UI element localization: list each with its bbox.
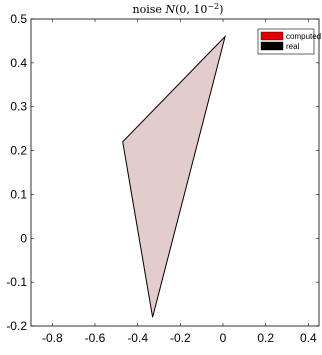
legend-swatch-real xyxy=(260,41,284,51)
y-tick-label: -0.1 xyxy=(6,275,27,289)
x-tick-label: -0.6 xyxy=(85,331,106,345)
axes: -0.8 -0.6 -0.4 -0.2 0 0.2 0.4 -0.2 -0.1 0 0.1 0.2 0.… xyxy=(6,12,320,345)
x-tick-label: -0.2 xyxy=(170,331,191,345)
legend-label-computed: computed xyxy=(286,32,321,41)
legend-label-real: real xyxy=(286,42,300,51)
x-tick-label: 0.4 xyxy=(300,331,317,345)
y-tick-label: 0 xyxy=(20,231,27,245)
plot-area xyxy=(122,34,227,318)
x-tick-label: 0.2 xyxy=(257,331,274,345)
axes-box xyxy=(30,18,320,327)
x-tick-label: -0.8 xyxy=(42,331,63,345)
y-tick-label: 0.1 xyxy=(10,187,27,201)
legend-swatch-computed xyxy=(260,31,284,41)
y-tick-label: -0.2 xyxy=(6,319,27,333)
x-tick-label: -0.4 xyxy=(127,331,148,345)
real-polygon xyxy=(122,34,227,318)
computed-polygon xyxy=(122,36,226,318)
y-tick-label: 0.4 xyxy=(10,56,27,70)
x-tick-label: 0 xyxy=(220,331,227,345)
chart-title: noise N(0, 10−2) xyxy=(133,2,224,16)
y-tick-label: 0.5 xyxy=(10,12,27,26)
y-tick-label: 0.2 xyxy=(10,144,27,158)
y-tick-label: 0.3 xyxy=(10,100,27,114)
